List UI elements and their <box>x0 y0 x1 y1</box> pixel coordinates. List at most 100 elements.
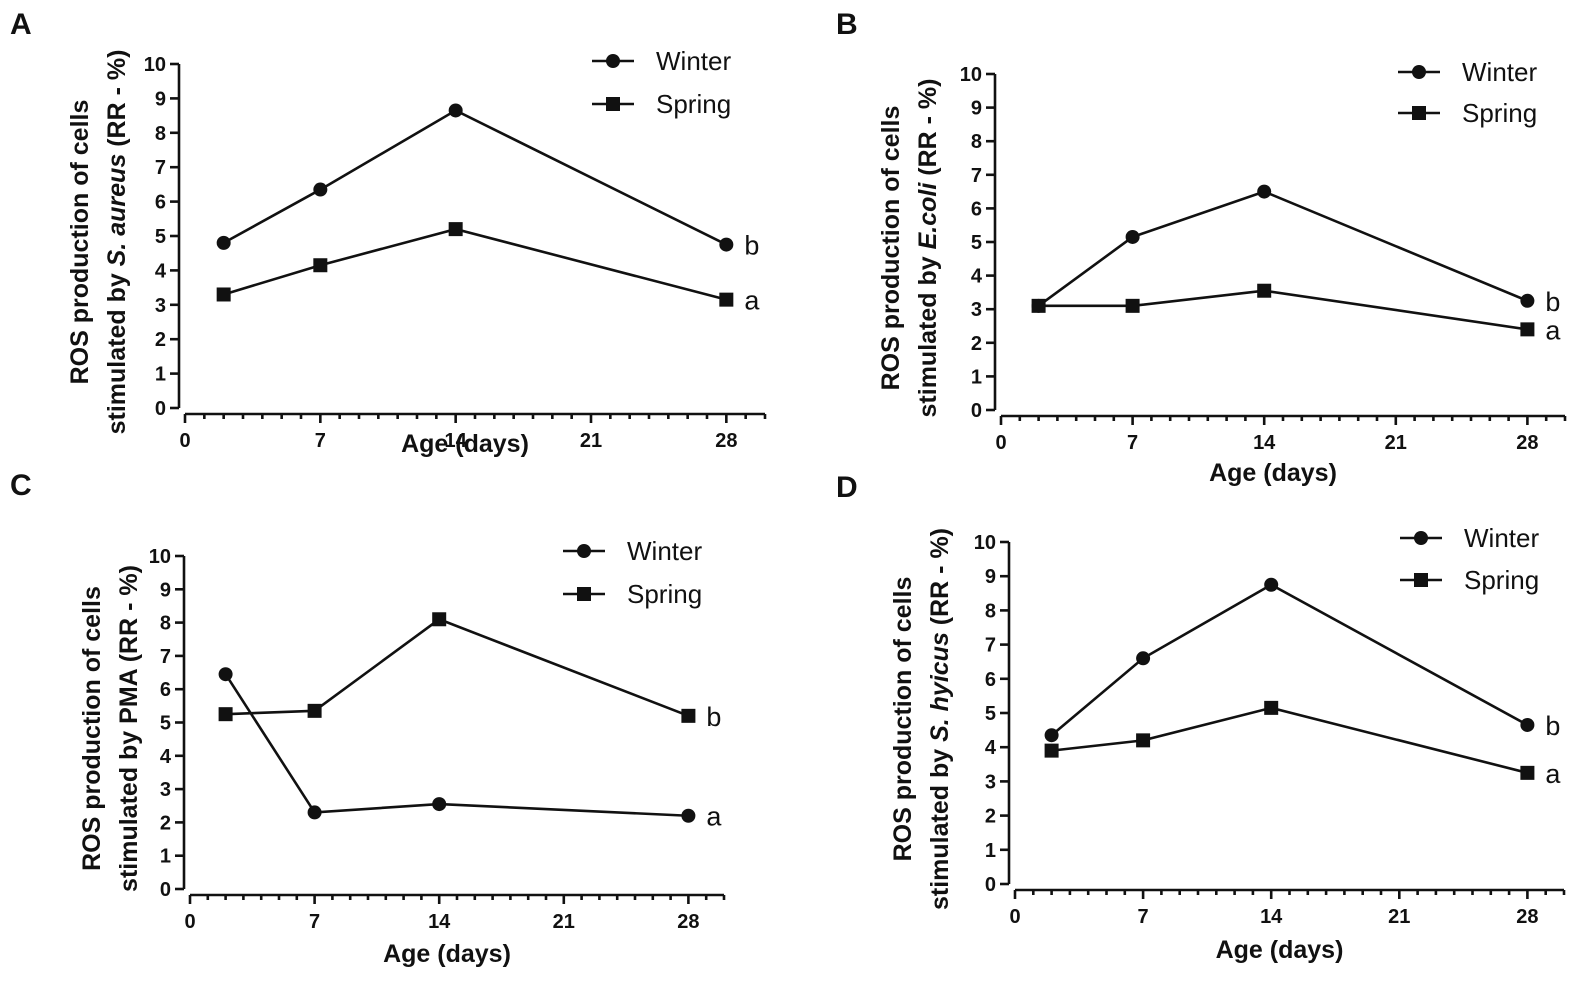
chart-panel-b: B 0 1 2 3 4 5 6 7 8 9 10 0 7 14 21 28 Age (days) ROS produ… <box>836 8 1567 487</box>
legend-marker <box>1412 65 1426 79</box>
panel-letter: A <box>10 8 32 41</box>
y-tick-label: 10 <box>974 532 996 554</box>
data-point-winter <box>218 667 233 682</box>
x-axis-title: Age (days) <box>401 430 529 458</box>
data-point-winter <box>448 103 463 118</box>
y-tick-label: 5 <box>985 703 996 725</box>
y-axis-title-line1: ROS production of cells <box>889 577 917 862</box>
x-tick-label: 21 <box>553 911 575 933</box>
legend-marker <box>1414 531 1428 545</box>
x-tick-label: 7 <box>315 430 326 452</box>
y-tick-label: 2 <box>160 812 171 834</box>
x-tick-label: 28 <box>1516 432 1538 454</box>
data-point-winter <box>681 808 696 823</box>
y-tick-label: 6 <box>160 679 171 701</box>
y-tick-label: 1 <box>985 840 996 862</box>
legend-entry-winter: Winter <box>563 536 702 566</box>
series-spring: a <box>1044 700 1561 789</box>
y-tick-label: 8 <box>971 131 982 153</box>
y-tick-label: 9 <box>160 579 171 601</box>
x-tick-label: 28 <box>677 911 699 933</box>
legend-label: Spring <box>656 89 731 119</box>
y-tick-label: 9 <box>155 88 166 110</box>
legend-label: Spring <box>1464 565 1539 595</box>
y-tick-label: 6 <box>971 198 982 220</box>
data-point-spring <box>719 292 734 307</box>
y-tick-label: 0 <box>985 874 996 896</box>
y-tick-label: 4 <box>985 737 997 759</box>
x-axis-title: Age (days) <box>1216 936 1344 964</box>
series-line-winter <box>224 673 689 818</box>
data-point-spring <box>448 222 463 237</box>
legend-marker <box>1412 106 1426 120</box>
panel-letter: C <box>10 469 32 502</box>
series-line-spring <box>225 617 689 718</box>
data-point-spring <box>313 258 328 273</box>
x-tick-label: 0 <box>1009 906 1020 928</box>
data-point-spring <box>1520 765 1535 780</box>
y-tick-label: 8 <box>985 600 996 622</box>
x-axis-title: Age (days) <box>1209 459 1337 487</box>
significance-letter: a <box>744 286 760 316</box>
y-axis-title-line2: stimulated by PMA (RR - %) <box>115 565 143 892</box>
series-line-spring <box>1051 706 1528 775</box>
legend-marker <box>577 587 591 601</box>
x-tick-label: 14 <box>428 911 451 933</box>
y-tick-label: 5 <box>160 713 171 735</box>
chart-panel-d: D 0 1 2 3 4 5 6 7 8 9 10 0 7 14 21 28 Age (days) ROS produ… <box>836 471 1566 964</box>
series-line-winter <box>1037 190 1528 307</box>
y-tick-label: 10 <box>960 64 982 86</box>
x-tick-label: 28 <box>715 430 737 452</box>
legend-entry-winter: Winter <box>592 46 731 76</box>
y-tick-label: 9 <box>985 566 996 588</box>
y-axis-title-part: (RR - %) <box>926 528 954 632</box>
significance-letter: b <box>1545 287 1560 317</box>
y-tick-label: 7 <box>971 165 982 187</box>
legend-label: Spring <box>627 579 702 609</box>
x-tick-label: 14 <box>445 430 468 452</box>
x-axis-title: Age (days) <box>383 940 511 968</box>
significance-letter: a <box>706 802 722 832</box>
y-axis-title-part: S. hyicus <box>926 632 954 742</box>
significance-letter: b <box>706 702 721 732</box>
legend-label: Spring <box>1462 98 1537 128</box>
legend-entry-spring: Spring <box>1400 565 1539 595</box>
y-tick-label: 3 <box>985 771 996 793</box>
data-point-winter <box>313 182 328 197</box>
significance-letter: b <box>1545 711 1560 741</box>
legend-entry-spring: Spring <box>592 89 731 119</box>
legend-entry-spring: Spring <box>563 579 702 609</box>
data-point-winter <box>432 797 447 812</box>
x-tick-label: 21 <box>580 430 602 452</box>
x-tick-label: 7 <box>1138 906 1149 928</box>
y-tick-label: 8 <box>160 613 171 635</box>
y-axis-title-part: S. aureus <box>103 154 131 267</box>
legend-label: Winter <box>627 536 702 566</box>
data-point-winter <box>216 235 231 250</box>
y-tick-label: 10 <box>149 546 171 568</box>
y-tick-label: 10 <box>144 54 166 76</box>
series-line-spring <box>223 227 727 301</box>
y-tick-label: 8 <box>155 123 166 145</box>
y-tick-label: 5 <box>971 232 982 254</box>
y-tick-label: 2 <box>985 806 996 828</box>
data-point-spring <box>218 707 233 722</box>
y-axis-title-part: (RR - %) <box>103 50 131 154</box>
series-line-winter <box>223 108 727 246</box>
y-axis-title-part: E.coli <box>914 182 942 250</box>
data-point-spring <box>1520 322 1535 337</box>
legend-label: Winter <box>1462 57 1537 87</box>
data-point-spring <box>1031 298 1046 313</box>
data-point-spring <box>1264 700 1279 715</box>
data-point-winter <box>307 805 322 820</box>
y-axis-title-part: stimulated by PMA (RR - %) <box>115 565 143 892</box>
y-axis-title-line2: stimulated by S. aureus (RR - %) <box>103 50 131 435</box>
y-axis-title-part: (RR - %) <box>914 79 942 183</box>
y-tick-label: 4 <box>160 746 172 768</box>
panel-letter: B <box>836 8 858 41</box>
y-axis-title-line2: stimulated by S. hyicus (RR - %) <box>926 528 954 910</box>
data-point-spring <box>1257 283 1272 298</box>
y-tick-label: 0 <box>160 879 171 901</box>
legend-label: Winter <box>1464 523 1539 553</box>
